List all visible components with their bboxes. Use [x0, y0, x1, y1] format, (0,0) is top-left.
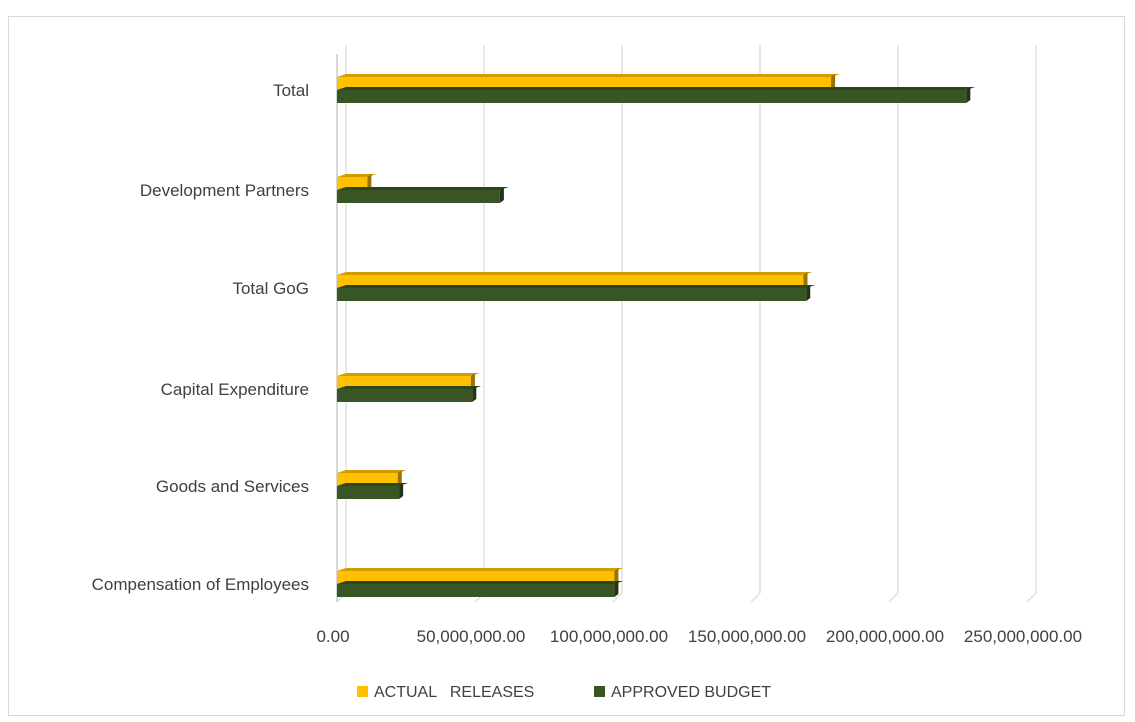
bar-actual-releases [337, 74, 841, 90]
category-label: Total GoG [232, 279, 309, 298]
legend-item: APPROVED BUDGET [594, 684, 771, 701]
bar-actual-releases [337, 470, 407, 486]
x-tick-label: 250,000,000.00 [964, 627, 1082, 646]
legend-label: APPROVED BUDGET [611, 684, 771, 701]
bar-actual-releases [337, 272, 813, 288]
legend-label: ACTUAL RELEASES [374, 684, 534, 701]
bar-chart: Compensation of Employees Goods and Servi… [92, 45, 1082, 701]
bar-approved-budget [337, 483, 409, 499]
x-tick-label: 0.00 [316, 627, 349, 646]
x-tick-label: 150,000,000.00 [688, 627, 806, 646]
gridline [888, 45, 899, 603]
bar-approved-budget [337, 285, 816, 301]
x-tick-label: 200,000,000.00 [826, 627, 944, 646]
gridline [336, 45, 347, 603]
bar-approved-budget [337, 87, 976, 103]
gridline [474, 45, 485, 603]
gridline [612, 45, 623, 603]
category-label: Compensation of Employees [92, 575, 309, 594]
bar-actual-releases [337, 174, 377, 190]
grid-lines [336, 45, 1037, 603]
category-label: Development Partners [140, 181, 309, 200]
x-tick-label: 50,000,000.00 [417, 627, 526, 646]
legend-swatch [594, 686, 605, 697]
legend-swatch [357, 686, 368, 697]
value-axis-labels: 0.00 50,000,000.00 100,000,000.00 150,000,0… [316, 627, 1082, 646]
legend-item: ACTUAL RELEASES [357, 684, 534, 701]
bar-approved-budget [337, 386, 482, 402]
chart-frame: Compensation of Employees Goods and Servi… [8, 16, 1125, 716]
x-tick-label: 100,000,000.00 [550, 627, 668, 646]
bar-actual-releases [337, 568, 624, 584]
category-label: Total [273, 81, 309, 100]
bar-approved-budget [337, 187, 509, 203]
category-label: Capital Expenditure [161, 380, 309, 399]
bar-approved-budget [337, 581, 624, 597]
category-label: Goods and Services [156, 477, 309, 496]
gridline [1026, 45, 1037, 603]
bar-series [337, 74, 976, 597]
legend: ACTUAL RELEASES APPROVED BUDGET [357, 684, 771, 701]
gridline [750, 45, 761, 603]
category-axis-labels: Compensation of Employees Goods and Servi… [92, 81, 309, 594]
bar-actual-releases [337, 373, 480, 389]
